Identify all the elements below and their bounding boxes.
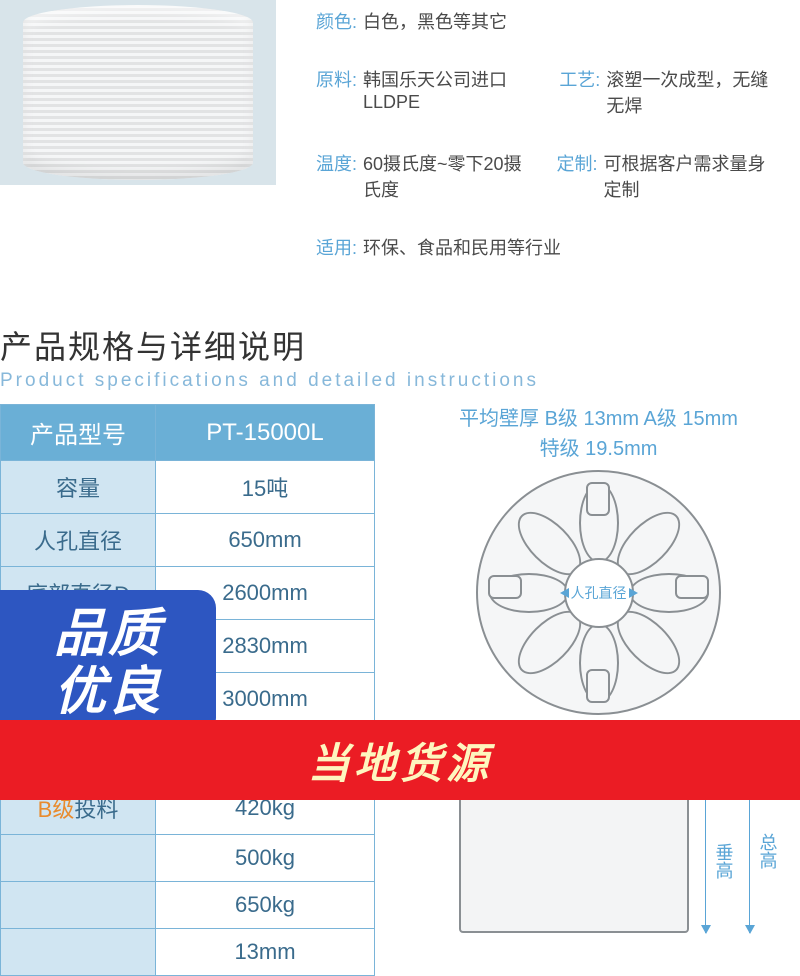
cell-label (1, 882, 156, 929)
table-header-label: 产品型号 (1, 405, 156, 461)
badge-line1: 品质 (54, 605, 162, 663)
tank-illustration (23, 5, 253, 180)
diagram-area: 平均壁厚 B级 13mm A级 15mm 特级 19.5mm 人孔直径 (375, 404, 800, 976)
manhole-dim-label: 人孔直径 (560, 583, 638, 603)
cell-label: 人孔直径 (1, 514, 156, 567)
attr-label: 适用: (316, 234, 357, 260)
cell-label (1, 835, 156, 882)
attr-label: 原料: (316, 66, 357, 118)
attr-row: 适用: 环保、食品和民用等行业 (316, 234, 800, 260)
table-row: 容量15吨 (1, 461, 375, 514)
table-row: 人孔直径650mm (1, 514, 375, 567)
table-row: 13mm (1, 929, 375, 976)
attr-label: 定制: (557, 150, 598, 202)
manhole-label-text: 人孔直径 (571, 583, 627, 603)
attr-value: 韩国乐天公司进口LLDPE (363, 66, 529, 118)
section-title-zh: 产品规格与详细说明 (0, 322, 800, 368)
cell-value: 650kg (156, 882, 375, 929)
badge-line2: 优良 (54, 663, 162, 721)
attr-label: 颜色: (316, 8, 357, 34)
attr-label: 工艺: (559, 66, 600, 118)
lug (586, 482, 610, 516)
table-header-value: PT-15000L (156, 405, 375, 461)
attr-label: 温度: (316, 150, 357, 202)
arrow-left-icon (560, 588, 569, 598)
cell-label (1, 929, 156, 976)
tank-top-view: 人孔直径 (476, 470, 721, 715)
attr-value: 滚塑一次成型，无缝无焊 (606, 66, 770, 118)
attr-row: 温度: 60摄氏度~零下20摄氏度 定制: 可根据客户需求量身定制 (316, 150, 800, 202)
cell-value: 500kg (156, 835, 375, 882)
attr-row: 原料: 韩国乐天公司进口LLDPE 工艺: 滚塑一次成型，无缝无焊 (316, 66, 800, 118)
top-section: 颜色: 白色，黑色等其它 原料: 韩国乐天公司进口LLDPE 工艺: 滚塑一次成… (0, 0, 800, 312)
attributes-list: 颜色: 白色，黑色等其它 原料: 韩国乐天公司进口LLDPE 工艺: 滚塑一次成… (276, 0, 800, 292)
diagram-title: 平均壁厚 B级 13mm A级 15mm 特级 19.5mm (397, 404, 800, 464)
section-title: 产品规格与详细说明 Product specifications and det… (0, 312, 800, 400)
attr-value: 可根据客户需求量身定制 (604, 150, 770, 202)
bottom-bar-text: 当地货源 (308, 730, 492, 791)
section-title-en: Product specifications and detailed inst… (0, 370, 800, 392)
cell-value: 650mm (156, 514, 375, 567)
attr-value: 白色，黑色等其它 (363, 8, 507, 34)
product-image (0, 0, 276, 185)
quality-badge: 品质 优良 (0, 590, 216, 736)
badge-text: 品质 优良 (54, 605, 162, 721)
cell-value: 15吨 (156, 461, 375, 514)
b-grade-label: 投料 (74, 797, 118, 822)
attr-value: 60摄氏度~零下20摄氏度 (363, 150, 526, 202)
dim-label-zong: 总高 (755, 833, 781, 869)
table-row: 500kg (1, 835, 375, 882)
arrow-right-icon (629, 588, 638, 598)
diagram-title-line2: 特级 19.5mm (397, 434, 800, 464)
lug (586, 669, 610, 703)
arrow-down-icon (745, 925, 755, 934)
table-header-row: 产品型号 PT-15000L (1, 405, 375, 461)
cell-label: 容量 (1, 461, 156, 514)
cell-value: 13mm (156, 929, 375, 976)
b-grade-prefix: B级 (38, 797, 75, 822)
diagram-title-line1: 平均壁厚 B级 13mm A级 15mm (397, 404, 800, 434)
lug (488, 575, 522, 599)
attr-value: 环保、食品和民用等行业 (363, 234, 561, 260)
lug (675, 575, 709, 599)
bottom-bar: 当地货源 (0, 720, 800, 800)
dim-label-chui: 垂高 (711, 843, 737, 879)
arrow-down-icon (701, 925, 711, 934)
table-row: 650kg (1, 882, 375, 929)
attr-row: 颜色: 白色，黑色等其它 (316, 8, 800, 34)
